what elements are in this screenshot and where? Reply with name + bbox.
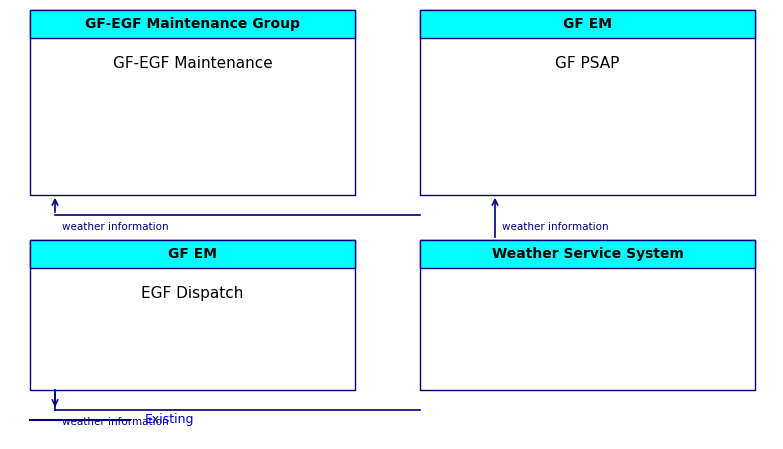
Text: GF EM: GF EM — [563, 17, 612, 31]
Bar — [420, 10, 755, 38]
Text: GF-EGF Maintenance Group: GF-EGF Maintenance Group — [85, 17, 300, 31]
Bar — [420, 10, 755, 195]
Bar — [30, 240, 355, 268]
Text: EGF Dispatch: EGF Dispatch — [141, 286, 244, 301]
Bar — [420, 240, 755, 268]
Text: GF-EGF Maintenance: GF-EGF Maintenance — [113, 56, 272, 71]
Text: weather information: weather information — [62, 222, 168, 232]
Text: GF EM: GF EM — [168, 247, 217, 261]
Text: weather information: weather information — [502, 222, 608, 232]
Bar — [30, 240, 355, 390]
Text: weather information: weather information — [62, 417, 168, 427]
Text: GF PSAP: GF PSAP — [555, 56, 619, 71]
Text: Weather Service System: Weather Service System — [492, 247, 684, 261]
Bar — [30, 10, 355, 38]
Bar — [30, 10, 355, 195]
Text: Existing: Existing — [145, 414, 194, 427]
Bar — [420, 240, 755, 390]
